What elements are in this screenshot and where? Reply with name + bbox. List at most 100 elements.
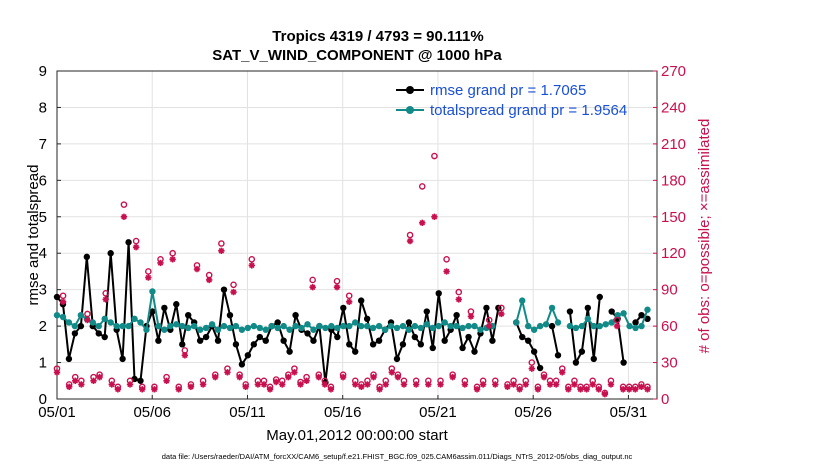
- y-right-tick-label: 0: [661, 391, 669, 408]
- totalspread-point: [369, 324, 377, 332]
- rmse-point: [346, 341, 353, 348]
- obs-assimilated-point: [364, 381, 371, 388]
- y-right-tick-label: 90: [661, 282, 678, 299]
- totalspread-point: [244, 324, 252, 332]
- obs-possible-point: [84, 310, 91, 318]
- obs-assimilated-point: [516, 386, 523, 393]
- y-right-tick-label: 150: [661, 209, 686, 226]
- rmse-point: [608, 308, 615, 315]
- totalspread-point: [250, 322, 258, 330]
- obs-assimilated-point: [632, 386, 639, 393]
- obs-assimilated-point: [486, 322, 493, 330]
- rmse-point: [584, 304, 592, 312]
- totalspread-point: [584, 315, 592, 323]
- obs-assimilated-point: [498, 310, 505, 318]
- rmse-point: [173, 301, 180, 308]
- rmse-point: [578, 348, 586, 355]
- totalspread-point: [334, 324, 341, 332]
- totalspread-point: [453, 322, 460, 330]
- obs-assimilated-point: [96, 373, 103, 381]
- obs-assimilated-point: [145, 274, 152, 281]
- totalspread-point: [435, 322, 442, 330]
- rmse-point: [453, 311, 460, 319]
- totalspread-point: [596, 322, 603, 330]
- obs-assimilated-point: [534, 386, 542, 393]
- obs-assimilated-point: [473, 386, 481, 393]
- totalspread-point: [137, 319, 144, 326]
- legend-rmse-marker: [406, 86, 414, 94]
- totalspread-point: [59, 313, 67, 321]
- totalspread-point: [375, 322, 383, 330]
- obs-assimilated-point: [78, 381, 85, 388]
- totalspread-point: [530, 326, 538, 333]
- totalspread-point: [292, 322, 299, 330]
- rmse-point: [399, 341, 407, 348]
- totalspread-point: [119, 322, 126, 330]
- obs-assimilated-point: [382, 381, 389, 388]
- obs-assimilated-point: [65, 383, 73, 391]
- obs-assimilated-point: [595, 386, 602, 393]
- totalspread-point: [357, 322, 365, 330]
- y-right-tick-label: 180: [661, 172, 686, 189]
- obs-assimilated-point: [84, 316, 91, 324]
- obs-assimilated-point: [358, 383, 365, 391]
- rmse-point: [274, 319, 281, 326]
- obs-assimilated-point: [102, 296, 109, 303]
- obs-assimilated-point: [394, 373, 402, 381]
- obs-possible-point: [59, 292, 67, 300]
- totalspread-point: [226, 324, 234, 332]
- rmse-point: [232, 341, 240, 348]
- totalspread-point: [238, 326, 246, 333]
- totalspread-point: [363, 322, 371, 330]
- series-obs_assimilated: [53, 213, 651, 398]
- rmse-point: [596, 293, 603, 301]
- totalspread-point: [465, 322, 472, 330]
- totalspread-point: [155, 322, 162, 330]
- y-right-tick-label: 60: [661, 318, 678, 335]
- x-tick-label: 05/21: [419, 404, 457, 421]
- rmse-point: [95, 330, 102, 337]
- obs-assimilated-point: [59, 298, 67, 306]
- obs-assimilated-point: [376, 386, 383, 393]
- obs-possible-point: [431, 152, 438, 160]
- obs-possible-point: [455, 288, 463, 296]
- rmse-point: [519, 333, 526, 341]
- totalspread-point: [232, 322, 240, 330]
- totalspread-point: [71, 322, 79, 330]
- rmse-point: [196, 337, 204, 344]
- rmse-point: [220, 286, 228, 293]
- y-axis-right-label: # of obs: o=possible; ×=assimilated: [696, 119, 713, 354]
- y-right-tick-label: 270: [661, 63, 686, 80]
- totalspread-point: [477, 326, 484, 333]
- footnote: data file: /Users/raeder/DAI/ATM_forcXX/…: [162, 452, 633, 461]
- totalspread-point: [208, 321, 216, 328]
- totalspread-point: [423, 321, 430, 328]
- y-tick-label: 9: [39, 63, 47, 80]
- rmse-point: [554, 352, 562, 359]
- rmse-point: [465, 333, 472, 341]
- rmse-point: [405, 319, 413, 326]
- rmse-point: [286, 348, 293, 355]
- obs-assimilated-point: [638, 383, 645, 391]
- totalspread-point: [381, 326, 389, 333]
- rmse-point: [357, 297, 365, 304]
- rmse-point: [524, 337, 532, 344]
- totalspread-point: [566, 322, 574, 330]
- obs-assimilated-point: [181, 352, 189, 359]
- obs-assimilated-point: [297, 381, 304, 388]
- obs-assimilated-point: [467, 313, 475, 320]
- totalspread-point: [214, 326, 222, 333]
- obs-possible-point: [309, 276, 316, 284]
- totalspread-point: [95, 322, 102, 330]
- rmse-point: [352, 348, 359, 355]
- x-tick-label: 05/31: [610, 404, 648, 421]
- obs-assimilated-point: [559, 369, 566, 376]
- obs-assimilated-point: [53, 369, 61, 376]
- obs-assimilated-point: [400, 381, 408, 388]
- totalspread-point: [286, 326, 293, 333]
- rmse-point: [71, 330, 79, 337]
- rmse-point: [202, 333, 210, 341]
- rmse-point: [393, 355, 401, 363]
- totalspread-point: [536, 322, 544, 330]
- obs-possible-point: [145, 268, 152, 275]
